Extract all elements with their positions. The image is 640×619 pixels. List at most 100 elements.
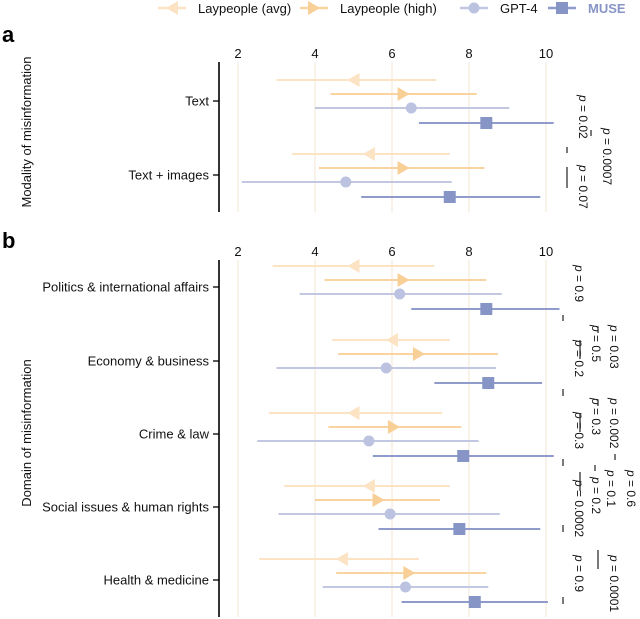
y-axis-title-a: Modality of misinformation: [19, 57, 34, 208]
error-bar-gpt-4: [322, 581, 489, 593]
legend: Laypeople (avg) Laypeople (high) GPT-4 MUSE: [158, 1, 626, 16]
error-bar-laypeople-avg: [272, 259, 435, 273]
legend-label: Laypeople (high): [340, 1, 437, 16]
point-marker: [347, 73, 360, 87]
point-marker: [405, 102, 417, 114]
p-value-label: p = 0.6: [624, 469, 638, 507]
point-marker: [453, 523, 466, 535]
error-bar-laypeople-high: [324, 273, 487, 287]
p-value-label: p = 0.0002: [572, 479, 586, 537]
error-bar-muse: [434, 377, 543, 389]
p-value-label: p = 0.5: [589, 324, 603, 362]
legend-item: GPT-4: [460, 1, 538, 16]
point-marker: [403, 566, 416, 580]
error-bar-laypeople-avg: [332, 333, 450, 347]
panel-label-b: b: [2, 228, 15, 253]
p-value-label: p = 0.0001: [607, 554, 621, 612]
p-value-label: p = 0.1: [604, 469, 618, 507]
point-marker: [386, 333, 398, 347]
p-value-annotation: p = 0.0001: [597, 550, 621, 612]
error-bar-muse: [401, 596, 548, 608]
point-marker: [482, 377, 495, 389]
point-marker: [443, 191, 456, 203]
legend-item: Laypeople (avg): [158, 1, 291, 16]
p-value-label: p = 0.02: [576, 94, 590, 139]
y-tick-label: Crime & law: [139, 427, 210, 442]
p-value-annotation: p = 0.1: [594, 465, 618, 507]
error-bar-gpt-4: [276, 362, 496, 374]
error-bar-gpt-4: [299, 288, 502, 300]
x-tick-label: 6: [388, 46, 395, 61]
x-tick-label: 8: [465, 46, 472, 61]
error-bar-laypeople-high: [336, 566, 487, 580]
point-marker: [380, 362, 392, 374]
p-value-label: p = 0.9: [572, 264, 586, 302]
error-bar-muse: [411, 303, 560, 315]
p-value-annotation: p = 0.3: [562, 411, 586, 466]
p-value-annotation: p = 0.0007: [590, 127, 614, 185]
p-value-annotation: p = 0.03: [597, 324, 621, 369]
legend-marker-square: [556, 2, 568, 14]
panel-label-a: a: [2, 22, 15, 47]
p-value-annotation: p = 0.002: [597, 397, 621, 449]
error-bar-gpt-4: [257, 435, 479, 447]
point-marker: [347, 259, 360, 273]
point-marker: [387, 420, 400, 434]
legend-marker-arrow-right: [308, 1, 320, 15]
point-marker: [347, 406, 360, 420]
legend-item: MUSE: [548, 1, 626, 16]
p-value-label: p = 0.002: [607, 397, 621, 449]
error-bar-muse: [418, 117, 554, 129]
error-bar-laypeople-avg: [284, 479, 450, 493]
point-marker: [372, 493, 385, 507]
p-value-label: p = 0.3: [572, 411, 586, 449]
error-bar-laypeople-avg: [259, 552, 419, 566]
error-bar-laypeople-avg: [276, 73, 437, 87]
point-marker: [335, 552, 348, 566]
error-bar-laypeople-high: [338, 347, 498, 361]
p-value-annotation: p = 0.0002: [562, 479, 586, 537]
x-tick-label: 8: [465, 244, 472, 259]
error-bar-gpt-4: [241, 176, 452, 188]
x-tick-label: 4: [311, 46, 318, 61]
y-tick-label: Text: [185, 94, 209, 109]
y-tick-label: Health & medicine: [104, 573, 210, 588]
p-value-annotation: p = 0.6: [614, 454, 638, 507]
point-marker: [397, 273, 410, 287]
p-value-annotation: p = 0.9: [562, 554, 586, 604]
point-marker: [412, 347, 425, 361]
p-value-label: p = 0.3: [589, 397, 603, 435]
x-tick-label: 4: [311, 244, 318, 259]
point-marker: [399, 581, 411, 593]
p-value-annotation: p = 0.9: [562, 264, 586, 321]
point-marker: [363, 435, 375, 447]
y-tick-label: Text + images: [128, 168, 209, 183]
p-value-label: p = 0.07: [576, 164, 590, 209]
error-bar-muse: [361, 191, 541, 203]
legend-item: Laypeople (high): [300, 1, 437, 16]
x-tick-label: 2: [234, 46, 241, 61]
x-tick-label: 2: [234, 244, 241, 259]
point-marker: [397, 87, 410, 101]
y-tick-label: Politics & international affairs: [42, 280, 209, 295]
p-value-annotation: p = 0.3: [579, 397, 603, 435]
p-value-label: p = 0.0007: [600, 127, 614, 185]
y-tick-label: Economy & business: [88, 354, 210, 369]
legend-label: MUSE: [588, 1, 626, 16]
y-tick-label: Social issues & human rights: [42, 500, 209, 515]
panel-a-plot: 2 4 6 8 10 Text Text + images p = 0.02 p = 0.07 p…: [128, 46, 614, 212]
legend-label: Laypeople (avg): [198, 1, 291, 16]
point-marker: [480, 303, 493, 315]
p-value-label: p = 0.2: [589, 476, 603, 514]
error-bar-muse: [372, 450, 554, 462]
error-bar-laypeople-high: [315, 493, 441, 507]
x-tick-label: 10: [539, 244, 553, 259]
p-value-annotation: p = 0.5: [579, 324, 603, 362]
error-bar-laypeople-avg: [268, 406, 443, 420]
legend-label: GPT-4: [500, 1, 538, 16]
error-bar-laypeople-high: [328, 420, 462, 434]
x-tick-label: 10: [539, 46, 553, 61]
error-bar-gpt-4: [315, 102, 510, 114]
p-value-label: p = 0.9: [572, 554, 586, 592]
